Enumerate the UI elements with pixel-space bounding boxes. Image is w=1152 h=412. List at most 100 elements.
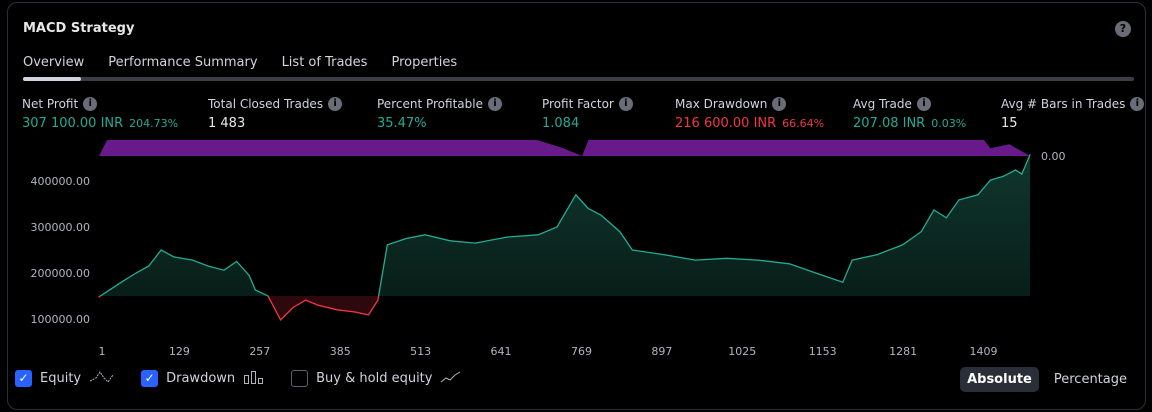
tab-bar: Overview Performance Summary List of Tra…: [23, 55, 457, 70]
equity-point: [279, 319, 282, 321]
equity-point: [977, 194, 979, 196]
equity-point: [933, 209, 935, 211]
equity-chart: 400000.00 300000.00 200000.00 100000.00 0.00…: [31, 140, 1066, 358]
equity-point: [405, 237, 407, 240]
equity-point: [122, 280, 125, 282]
equity-point: [148, 265, 150, 267]
stat-value: 216 600.00 INR 66.64%: [675, 116, 824, 131]
stat-value-text: 307 100.00 INR: [22, 116, 124, 131]
equity-point: [506, 236, 508, 238]
equity-point: [160, 249, 162, 251]
drawdown-checkbox[interactable]: ✓: [141, 370, 159, 387]
x-axis-tick: 385: [330, 345, 351, 358]
tab-divider: [23, 77, 1134, 81]
stat-value-text: 35.47%: [377, 116, 427, 131]
x-axis-tick: 1409: [970, 345, 998, 358]
info-icon[interactable]: i: [328, 97, 343, 111]
left-axis-tick: 300000.00: [31, 221, 91, 234]
tab-list-of-trades[interactable]: List of Trades: [281, 55, 368, 70]
equity-point: [725, 257, 728, 259]
buy-hold-checkbox[interactable]: [291, 370, 309, 387]
stat-total-closed-trades: Total Closed Trades i 1 483: [208, 97, 343, 131]
equity-point: [600, 214, 602, 216]
equity-point: [223, 269, 225, 271]
stat-label: Avg Trade i: [853, 97, 966, 111]
chart-legend: ✓ Equity ✓ Drawdown Buy & hold equity: [15, 370, 488, 387]
legend-buy-hold[interactable]: Buy & hold equity: [291, 370, 462, 387]
equity-point: [355, 311, 357, 313]
stat-net-profit: Net Profit i 307 100.00 INR 204.73%: [22, 97, 178, 131]
question-icon[interactable]: ?: [1115, 21, 1131, 37]
info-icon[interactable]: i: [1130, 97, 1145, 111]
legend-drawdown-label: Drawdown: [166, 371, 236, 386]
stat-label-text: Total Closed Trades: [208, 97, 324, 111]
tab-overview[interactable]: Overview: [23, 55, 85, 70]
equity-point: [575, 194, 577, 196]
stat-label: Max Drawdown i: [675, 97, 824, 111]
equity-area-profit: [99, 154, 1030, 296]
equity-checkbox[interactable]: ✓: [15, 370, 32, 387]
equity-point: [386, 244, 388, 246]
legend-drawdown[interactable]: ✓ Drawdown: [141, 370, 265, 387]
equity-point: [1002, 175, 1004, 177]
equity-point: [267, 295, 269, 297]
stat-label: Net Profit i: [22, 97, 178, 111]
info-icon[interactable]: i: [83, 97, 98, 111]
stat-label-text: Net Profit: [22, 97, 79, 111]
equity-point: [1014, 169, 1017, 171]
stat-label: Avg # Bars in Trades i: [1001, 97, 1145, 111]
x-axis-tick: 769: [571, 345, 592, 358]
stat-value: 307 100.00 INR 204.73%: [22, 116, 178, 131]
strategy-title: MACD Strategy: [23, 21, 135, 36]
equity-point: [235, 260, 238, 263]
stat-avg-trade: Avg Trade i 207.08 INR 0.03%: [853, 97, 966, 131]
absolute-button[interactable]: Absolute: [960, 367, 1039, 392]
stat-label: Total Closed Trades i: [208, 97, 343, 111]
left-axis-tick: 400000.00: [31, 175, 91, 188]
stat-label-text: Avg # Bars in Trades: [1001, 97, 1126, 111]
equity-area-loss: [99, 296, 1030, 320]
x-axis-tick: 129: [169, 345, 190, 358]
equity-point: [292, 306, 294, 309]
info-icon[interactable]: i: [487, 97, 502, 111]
tab-properties[interactable]: Properties: [391, 55, 458, 70]
stat-percent: 66.64%: [782, 117, 825, 130]
equity-point: [876, 254, 878, 256]
equity-point: [556, 226, 558, 228]
equity-point: [989, 179, 992, 181]
equity-point: [631, 249, 633, 251]
info-icon[interactable]: i: [916, 97, 931, 111]
stat-percent: 0.03%: [931, 117, 967, 130]
equity-point: [248, 274, 250, 276]
buy-hold-line-icon: [440, 370, 462, 387]
x-axis-tick: 1153: [809, 345, 837, 358]
equity-point: [207, 265, 209, 267]
x-axis-tick: 1025: [728, 345, 756, 358]
legend-equity[interactable]: ✓ Equity: [15, 370, 115, 387]
equity-point: [336, 309, 338, 311]
info-icon[interactable]: i: [618, 97, 633, 111]
percentage-button[interactable]: Percentage: [1053, 372, 1127, 387]
equity-point: [757, 259, 759, 261]
stat-label: Profit Factor i: [542, 97, 633, 111]
stat-label-text: Avg Trade: [853, 97, 912, 111]
x-axis-tick: 897: [651, 345, 672, 358]
equity-point: [788, 263, 790, 265]
legend-equity-label: Equity: [40, 371, 82, 386]
x-axis-tick: 257: [249, 345, 270, 358]
equity-point: [901, 244, 904, 246]
equity-point: [254, 289, 257, 291]
stat-label-text: Percent Profitable: [377, 97, 483, 111]
stat-label-text: Profit Factor: [542, 97, 614, 111]
info-icon[interactable]: i: [772, 97, 787, 111]
stat-value: 1 483: [208, 116, 342, 131]
equity-point: [663, 254, 665, 256]
stat-value-text: 207.08 INR: [853, 116, 926, 131]
equity-point: [377, 299, 379, 301]
stat-value-text: 1 483: [208, 116, 246, 131]
equity-point: [474, 242, 476, 244]
tab-performance-summary[interactable]: Performance Summary: [108, 55, 258, 70]
equity-point: [110, 288, 112, 290]
equity-point: [537, 234, 539, 236]
equity-point: [367, 314, 370, 316]
